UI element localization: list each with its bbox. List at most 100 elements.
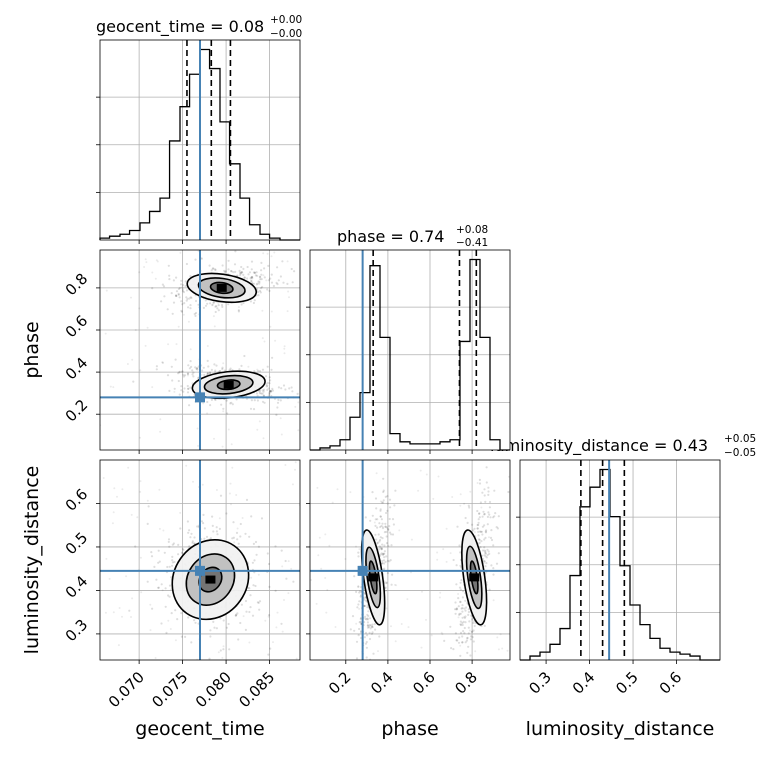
density-phase-vs-luminosity-distance-sample [394, 489, 397, 492]
density-geocent-time-vs-phase-sample [258, 280, 261, 284]
density-geocent-time-vs-phase-sample [217, 304, 220, 307]
density-phase-vs-luminosity-distance-sample [483, 624, 486, 628]
density-phase-vs-luminosity-distance [306, 459, 511, 669]
density-geocent-time-vs-luminosity-distance-sample [228, 492, 231, 495]
density-phase-vs-luminosity-distance-sample [381, 522, 384, 525]
density-phase-vs-luminosity-distance-sample [490, 529, 493, 532]
density-phase-vs-luminosity-distance-sample [385, 542, 389, 545]
density-geocent-time-vs-luminosity-distance-sample [153, 565, 156, 569]
density-phase-vs-luminosity-distance-sample [384, 522, 387, 525]
density-geocent-time-vs-phase-sample [159, 418, 162, 421]
density-geocent-time-vs-luminosity-distance-sample [154, 657, 157, 659]
density-geocent-time-vs-phase-sample [259, 291, 262, 294]
density-geocent-time-vs-luminosity-distance-sample [257, 545, 260, 548]
density-phase-vs-luminosity-distance-sample [386, 509, 389, 512]
density-geocent-time-vs-phase-sample [186, 372, 189, 376]
density-geocent-time-vs-phase-sample [180, 370, 184, 373]
density-phase-vs-luminosity-distance-sample [386, 559, 389, 562]
density-phase-vs-luminosity-distance-sample [379, 500, 382, 503]
density-geocent-time-vs-phase-sample [206, 373, 209, 376]
density-phase-vs-luminosity-distance-sample [380, 547, 383, 550]
density-phase-vs-luminosity-distance-sample [492, 567, 495, 570]
density-phase-vs-luminosity-distance-sample [382, 552, 385, 555]
density-phase-vs-luminosity-distance-sample [357, 585, 360, 588]
density-geocent-time-vs-phase-sample [182, 291, 185, 294]
density-phase-vs-luminosity-distance-sample [488, 588, 491, 591]
density-phase-vs-luminosity-distance-sample [471, 630, 474, 633]
density-phase-vs-luminosity-distance-sample [377, 548, 380, 551]
density-geocent-time-vs-phase-sample [166, 374, 170, 377]
density-phase-vs-luminosity-distance-sample [461, 616, 464, 619]
density-phase-vs-luminosity-distance-sample [459, 644, 462, 647]
density-geocent-time-vs-luminosity-distance-sample [177, 553, 180, 556]
density-geocent-time-vs-luminosity-distance-sample [235, 494, 238, 496]
density-phase-vs-luminosity-distance-sample [487, 511, 490, 514]
density-geocent-time-vs-luminosity-distance-sample [180, 612, 183, 615]
density-phase-vs-luminosity-distance-sample [457, 616, 460, 619]
density-geocent-time-vs-phase-sample [214, 268, 217, 271]
density-phase-vs-luminosity-distance-sample [458, 636, 461, 639]
density-geocent-time-vs-phase-sample [185, 289, 189, 292]
density-geocent-time-vs-luminosity-distance-sample [188, 545, 191, 548]
density-phase-vs-luminosity-distance-sample [315, 602, 318, 605]
density-phase-vs-luminosity-distance-sample [499, 633, 502, 636]
density-geocent-time-vs-phase-sample [207, 365, 210, 368]
density-geocent-time-vs-luminosity-distance-sample [252, 584, 255, 587]
density-phase-vs-luminosity-distance-sample [480, 530, 483, 533]
density-geocent-time-vs-phase-sample [283, 347, 286, 350]
density-geocent-time-vs-phase-sample [267, 394, 270, 397]
density-phase-vs-luminosity-distance-sample [454, 632, 457, 635]
density-geocent-time-vs-phase-sample [246, 265, 249, 269]
xtick-label-luminosity-distance-1: 0.4 [569, 668, 599, 698]
density-geocent-time-vs-luminosity-distance-sample [203, 527, 206, 530]
density-geocent-time-vs-phase-sample [262, 252, 265, 255]
density-phase-vs-luminosity-distance-sample [387, 528, 390, 532]
density-geocent-time-vs-phase-sample [221, 305, 224, 308]
density-phase-vs-luminosity-distance-sample [483, 538, 486, 541]
density-phase-vs-luminosity-distance-sample [507, 490, 510, 494]
density-phase-vs-luminosity-distance-sample [382, 501, 385, 504]
density-geocent-time-vs-phase-sample [297, 429, 300, 432]
density-geocent-time-vs-phase-sample [269, 390, 272, 393]
density-geocent-time-vs-luminosity-distance-sample [209, 629, 212, 632]
density-geocent-time-vs-phase-sample [223, 270, 226, 274]
xtick-label-luminosity-distance-0: 0.3 [525, 668, 555, 698]
density-geocent-time-vs-luminosity-distance-sample [171, 561, 174, 564]
density-geocent-time-vs-phase-sample [273, 251, 276, 254]
density-phase-vs-luminosity-distance-sample [480, 540, 483, 543]
density-phase-vs-luminosity-distance-sample [355, 640, 359, 643]
density-phase-vs-luminosity-distance-sample [481, 515, 484, 518]
density-geocent-time-vs-phase-sample [181, 286, 184, 289]
density-geocent-time-vs-luminosity-distance-sample [255, 553, 258, 556]
density-geocent-time-vs-phase-sample [216, 307, 219, 310]
density-geocent-time-vs-luminosity-distance-sample [139, 556, 142, 559]
density-geocent-time-vs-phase-sample [180, 283, 183, 286]
density-phase-vs-luminosity-distance-sample [456, 639, 459, 642]
density-geocent-time-vs-phase-sample [210, 269, 213, 272]
density-geocent-time-vs-luminosity-distance-sample [139, 480, 142, 483]
density-phase-vs-luminosity-distance-sample [464, 641, 467, 644]
density-geocent-time-vs-phase-sample [279, 275, 282, 278]
density-geocent-time-vs-luminosity-distance-sample [185, 464, 188, 467]
density-phase-vs-luminosity-distance-sample [386, 572, 389, 575]
density-phase-vs-luminosity-distance-sample [470, 630, 473, 634]
density-phase-vs-luminosity-distance-sample [360, 667, 362, 669]
density-phase-vs-luminosity-distance-sample [477, 521, 480, 524]
density-phase-vs-luminosity-distance-sample [395, 584, 398, 587]
density-geocent-time-vs-phase-sample [261, 389, 264, 392]
density-geocent-time-vs-phase-sample [191, 369, 194, 372]
density-geocent-time-vs-luminosity-distance-sample [191, 540, 194, 543]
density-geocent-time-vs-luminosity-distance-sample [232, 521, 235, 524]
density-phase-vs-luminosity-distance-sample [463, 502, 466, 505]
density-phase-vs-luminosity-distance-sample [459, 654, 462, 658]
density-phase-vs-luminosity-distance-sample [469, 490, 472, 493]
density-geocent-time-vs-luminosity-distance-sample [248, 641, 251, 644]
density-phase-vs-luminosity-distance-sample [483, 560, 486, 563]
density-geocent-time-vs-phase-sample [194, 314, 197, 317]
density-phase-vs-luminosity-distance-sample [462, 630, 465, 633]
density-geocent-time-vs-phase-sample [263, 340, 266, 343]
density-phase-vs-luminosity-distance-frame [309, 459, 511, 661]
density-geocent-time-vs-luminosity-distance-sample [237, 542, 240, 545]
density-phase-vs-luminosity-distance-sample [359, 616, 363, 620]
density-geocent-time-vs-phase-sample [189, 307, 192, 310]
